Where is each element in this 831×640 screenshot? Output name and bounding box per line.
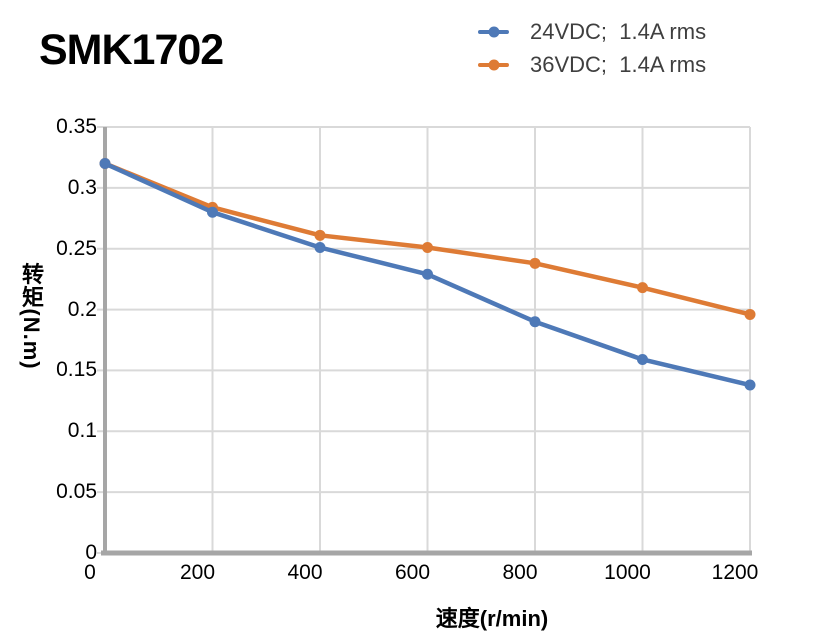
series-1-marker	[637, 282, 648, 294]
x-tick-label: 800	[502, 561, 538, 584]
x-tick-label: 200	[179, 561, 216, 584]
y-tick-label: 0.3	[67, 175, 97, 199]
legend-label-36vdc: 36VDC; 1.4A rms	[530, 52, 707, 77]
y-tick-label: 0	[85, 541, 97, 564]
y-tick-label: 0.2	[67, 297, 97, 321]
legend-marker-dot-icon	[488, 59, 499, 71]
legend-marker-dot-icon	[488, 26, 499, 38]
y-axis-title: 转矩(N.m)	[19, 262, 44, 370]
series-0-marker	[744, 379, 756, 391]
series-1-marker	[744, 308, 756, 320]
series-1-marker	[314, 229, 326, 241]
legend-marker-line-icon	[478, 26, 509, 38]
legend-item-24vdc: 24VDC; 1.4A rms	[478, 20, 706, 44]
y-tick-label: 0.1	[67, 419, 97, 443]
y-tick-label: 0.25	[56, 236, 97, 260]
legend-item-36vdc: 36VDC; 1.4A rms	[478, 53, 706, 77]
x-tick-label: 0	[84, 561, 96, 584]
x-tick-label: 1000	[604, 561, 651, 584]
series-1-marker	[422, 241, 433, 253]
x-tick-label: 1200	[711, 561, 759, 584]
y-tick-label: 0.35	[56, 115, 97, 138]
x-tick-label: 400	[287, 561, 323, 584]
x-axis-title: 速度(r/min)	[435, 606, 549, 631]
series-0-marker	[207, 206, 218, 218]
series-0-marker	[422, 268, 433, 280]
legend-label-24vdc: 24VDC; 1.4A rms	[530, 19, 707, 44]
series-1-marker	[529, 257, 541, 269]
y-tick-label: 0.05	[56, 480, 97, 504]
legend-marker-line-icon	[478, 59, 509, 71]
series-0-marker	[314, 241, 326, 253]
series-0-marker	[637, 353, 648, 365]
chart-title: SMK1702	[39, 26, 224, 74]
series-0-marker	[529, 316, 541, 328]
x-tick-label: 600	[394, 561, 431, 584]
y-tick-label: 0.15	[56, 358, 97, 382]
series-0-marker	[99, 158, 111, 170]
legend: 24VDC; 1.4A rms 36VDC; 1.4A rms	[478, 20, 706, 77]
